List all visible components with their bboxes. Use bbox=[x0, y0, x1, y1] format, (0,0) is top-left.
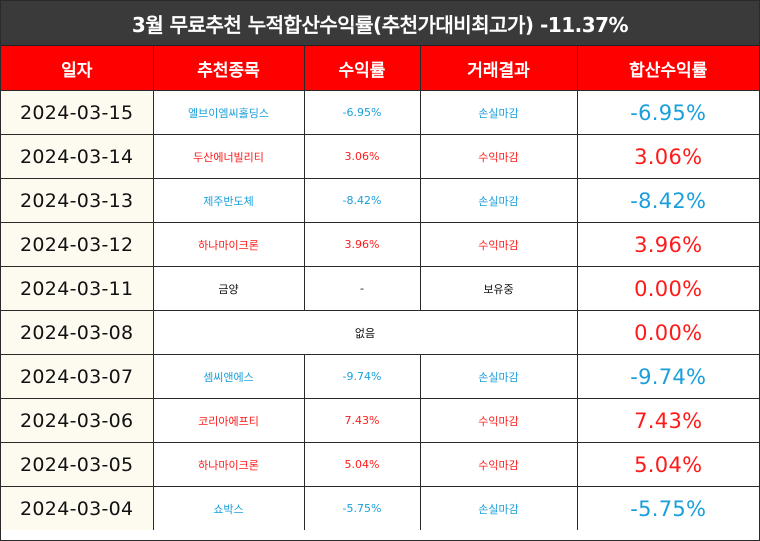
table-row: 2024-03-15 엘브이엠씨홀딩스 -6.95% 손실마감 -6.95% bbox=[1, 90, 759, 135]
column-header-cumulative: 합산수익률 bbox=[576, 46, 759, 91]
row-cumulative-return: -9.74% bbox=[576, 354, 759, 399]
table-body: 2024-03-15 엘브이엠씨홀딩스 -6.95% 손실마감 -6.95% 2024-0… bbox=[1, 90, 759, 530]
header-row: 일자 추천종목 수익률 거래결과 합산수익률 bbox=[1, 46, 759, 91]
row-return: 3.06% bbox=[303, 134, 421, 179]
column-header-return: 수익률 bbox=[303, 46, 421, 91]
row-return: -5.75% bbox=[303, 486, 421, 530]
row-date: 2024-03-12 bbox=[1, 222, 154, 267]
row-trade-result: 수익마감 bbox=[419, 442, 578, 487]
row-stock-name: 하나마이크론 bbox=[152, 222, 305, 267]
table-row: 2024-03-12 하나마이크론 3.96% 수익마감 3.96% bbox=[1, 222, 759, 267]
row-cumulative-return: -8.42% bbox=[576, 178, 759, 223]
row-trade-result: 수익마감 bbox=[419, 134, 578, 179]
results-table: 일자 추천종목 수익률 거래결과 합산수익률 2024-03-15 엘브이엠씨홀딩… bbox=[1, 46, 759, 530]
row-trade-result: 손실마감 bbox=[419, 486, 578, 530]
row-cumulative-return: 3.96% bbox=[576, 222, 759, 267]
table-row: 2024-03-06 코리아에프티 7.43% 수익마감 7.43% bbox=[1, 398, 759, 443]
row-stock-name: 제주반도체 bbox=[152, 178, 305, 223]
row-trade-result: 수익마감 bbox=[419, 398, 578, 443]
row-cumulative-return: -5.75% bbox=[576, 486, 759, 530]
table-row: 2024-03-11 금양 - 보유중 0.00% bbox=[1, 266, 759, 311]
row-return: 5.04% bbox=[303, 442, 421, 487]
row-stock-name: 엘브이엠씨홀딩스 bbox=[152, 90, 305, 135]
column-header-result: 거래결과 bbox=[419, 46, 578, 91]
table-row: 2024-03-14 두산에너빌리티 3.06% 수익마감 3.06% bbox=[1, 134, 759, 179]
row-date: 2024-03-08 bbox=[1, 310, 154, 355]
table-row: 2024-03-08 없음 0.00% bbox=[1, 310, 759, 355]
row-date: 2024-03-04 bbox=[1, 486, 154, 530]
row-date: 2024-03-11 bbox=[1, 266, 154, 311]
row-cumulative-return: -6.95% bbox=[576, 90, 759, 135]
row-trade-result: 수익마감 bbox=[419, 222, 578, 267]
row-return: 3.96% bbox=[303, 222, 421, 267]
row-date: 2024-03-06 bbox=[1, 398, 154, 443]
row-return: -8.42% bbox=[303, 178, 421, 223]
row-stock-name: 두산에너빌리티 bbox=[152, 134, 305, 179]
row-stock-name: 쇼박스 bbox=[152, 486, 305, 530]
row-date: 2024-03-14 bbox=[1, 134, 154, 179]
row-cumulative-return: 5.04% bbox=[576, 442, 759, 487]
row-date: 2024-03-15 bbox=[1, 90, 154, 135]
row-cumulative-return: 0.00% bbox=[576, 266, 759, 311]
row-return: 7.43% bbox=[303, 398, 421, 443]
page-title: 3월 무료추천 누적합산수익률(추천가대비최고가) -11.37% bbox=[1, 1, 759, 46]
table-row: 2024-03-05 하나마이크론 5.04% 수익마감 5.04% bbox=[1, 442, 759, 487]
row-stock-name: 코리아에프티 bbox=[152, 398, 305, 443]
row-return: -9.74% bbox=[303, 354, 421, 399]
row-cumulative-return: 7.43% bbox=[576, 398, 759, 443]
row-date: 2024-03-13 bbox=[1, 178, 154, 223]
row-note: 없음 bbox=[152, 310, 578, 355]
row-trade-result: 손실마감 bbox=[419, 90, 578, 135]
table-row: 2024-03-07 셈씨앤에스 -9.74% 손실마감 -9.74% bbox=[1, 354, 759, 399]
row-return: - bbox=[303, 266, 421, 311]
row-date: 2024-03-05 bbox=[1, 442, 154, 487]
row-trade-result: 보유중 bbox=[419, 266, 578, 311]
row-date: 2024-03-07 bbox=[1, 354, 154, 399]
table-row: 2024-03-13 제주반도체 -8.42% 손실마감 -8.42% bbox=[1, 178, 759, 223]
table-row: 2024-03-04 쇼박스 -5.75% 손실마감 -5.75% bbox=[1, 486, 759, 530]
row-stock-name: 셈씨앤에스 bbox=[152, 354, 305, 399]
row-cumulative-return: 0.00% bbox=[576, 310, 759, 355]
row-trade-result: 손실마감 bbox=[419, 354, 578, 399]
row-stock-name: 하나마이크론 bbox=[152, 442, 305, 487]
row-trade-result: 손실마감 bbox=[419, 178, 578, 223]
row-stock-name: 금양 bbox=[152, 266, 305, 311]
row-return: -6.95% bbox=[303, 90, 421, 135]
row-cumulative-return: 3.06% bbox=[576, 134, 759, 179]
column-header-date: 일자 bbox=[1, 46, 154, 91]
column-header-stock: 추천종목 bbox=[152, 46, 305, 91]
